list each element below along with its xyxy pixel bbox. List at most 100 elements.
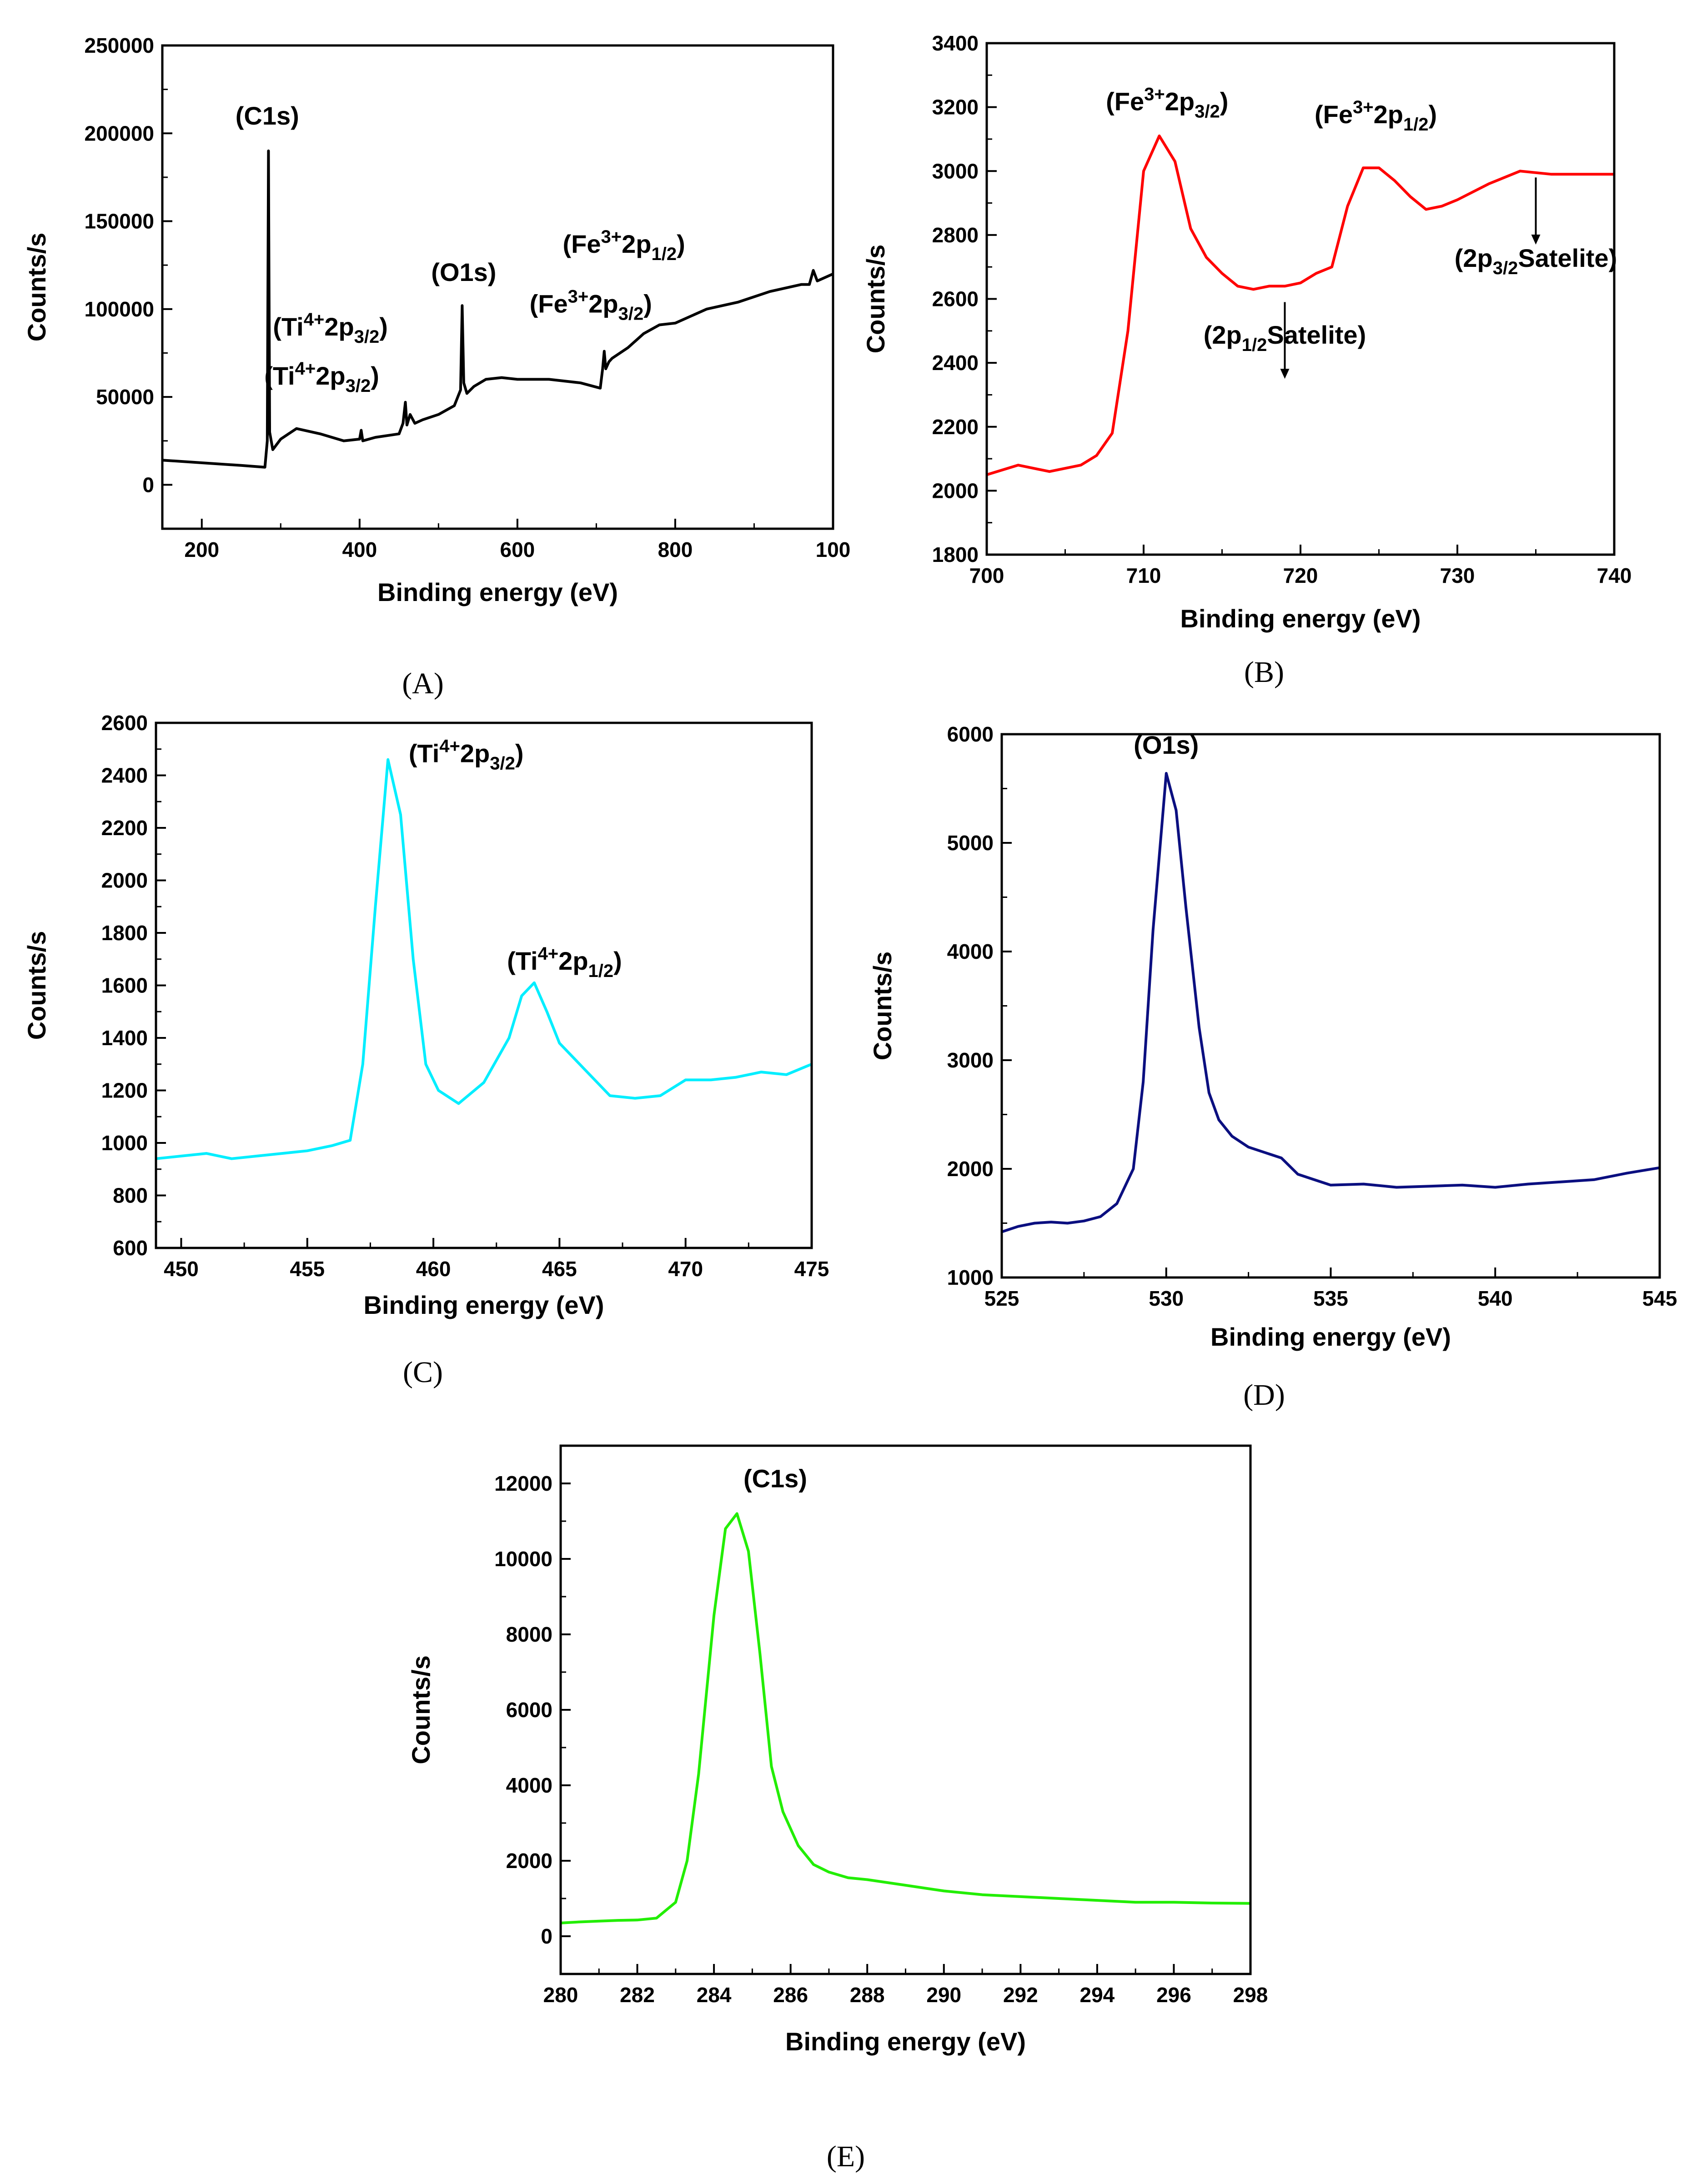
chart-panel-e: 280 282 284 286 288 290 292 294 296 298 0 2000 4000 6… (407, 1444, 1268, 2173)
series-line-a-0 (162, 149, 834, 469)
y-tick-label: 1800 (932, 543, 979, 566)
y-tick-label: 2000 (506, 1849, 552, 1873)
chart-panel-b: 700 710 720 730 740 1800 2000 2200 2400 2600 2800 3… (861, 31, 1632, 689)
peak-annotation: (O1s) (431, 258, 496, 286)
x-tick-label: 400 (342, 538, 377, 561)
x-tick-label: 282 (620, 1983, 655, 2007)
peak-annotation: (Fe3+2p1/2) (1315, 97, 1437, 135)
x-axis-title: Binding energy (eV) (1210, 1322, 1451, 1351)
x-axis-title: Binding energy (eV) (377, 578, 618, 606)
peak-annotation: (Ti4+2p3/2) (409, 736, 524, 774)
series-line-b-0 (986, 134, 1614, 476)
y-tick-label: 3400 (932, 31, 979, 55)
y-tick-label: 2600 (932, 287, 979, 311)
y-tick-label: 10000 (494, 1547, 552, 1571)
panel-label: (E) (827, 2140, 865, 2173)
x-tick-label: 460 (416, 1257, 451, 1281)
series-line-c-0 (156, 758, 813, 1160)
annotation-arrowhead (1280, 369, 1290, 379)
y-tick-label: 2400 (101, 764, 148, 787)
peak-annotation: (Ti4+2p3/2) (264, 359, 379, 396)
y-tick-label: 3200 (932, 95, 979, 119)
y-tick-label: 6000 (947, 722, 994, 746)
y-axis-title: Counts/s (22, 233, 51, 342)
peak-annotation: (2p1/2Satelite) (1204, 321, 1366, 355)
x-tick-label: 720 (1283, 564, 1318, 587)
annotation-arrowhead (1531, 234, 1541, 245)
y-tick-label: 1000 (101, 1131, 148, 1155)
y-tick-label: 2200 (101, 816, 148, 840)
y-axis-title: Counts/s (407, 1655, 435, 1764)
peak-annotation: (2p3/2Satelite) (1455, 244, 1617, 278)
x-tick-label: 290 (926, 1983, 961, 2007)
y-tick-label: 2600 (101, 711, 148, 735)
series-line-d-0 (1001, 772, 1660, 1233)
x-tick-label: 280 (543, 1983, 578, 2007)
x-tick-label: 525 (984, 1287, 1019, 1310)
x-tick-label: 292 (1003, 1983, 1038, 2007)
y-tick-label: 4000 (506, 1773, 552, 1797)
y-tick-label: 4000 (947, 940, 994, 963)
y-tick-label: 6000 (506, 1698, 552, 1722)
x-tick-label: 284 (697, 1983, 732, 2007)
y-tick-label: 100000 (85, 297, 155, 321)
y-tick-label: 2200 (932, 415, 979, 439)
x-tick-label: 710 (1126, 564, 1161, 587)
x-tick-label: 470 (668, 1257, 703, 1281)
y-tick-label: 600 (113, 1236, 148, 1260)
x-tick-label: 540 (1478, 1287, 1513, 1310)
plot-frame (1000, 733, 1661, 1279)
peak-annotation: (Fe3+2p3/2) (1106, 85, 1228, 122)
y-tick-label: 50000 (96, 385, 154, 409)
x-tick-label: 475 (794, 1257, 829, 1281)
y-tick-label: 12000 (494, 1472, 552, 1495)
x-tick-label: 296 (1156, 1983, 1191, 2007)
x-tick-label: 600 (500, 538, 535, 561)
plot-frame (985, 42, 1616, 556)
x-tick-label: 740 (1597, 564, 1632, 587)
y-tick-label: 2000 (932, 479, 979, 502)
panel-label: (A) (402, 667, 444, 700)
panel-label: (D) (1243, 1378, 1285, 1412)
y-tick-label: 2800 (932, 223, 979, 247)
peak-annotation: (Ti4+2p1/2) (507, 944, 622, 981)
y-tick-label: 150000 (85, 210, 155, 233)
peak-annotation: (C1s) (236, 101, 299, 130)
x-tick-label: 730 (1440, 564, 1475, 587)
plot-frame (559, 1444, 1252, 1975)
peak-annotation: (C1s) (743, 1464, 807, 1493)
x-tick-label: 535 (1313, 1287, 1348, 1310)
x-tick-label: 700 (969, 564, 1004, 587)
x-tick-label: 298 (1233, 1983, 1268, 2007)
y-tick-label: 1600 (101, 974, 148, 997)
plot-frame (161, 44, 834, 530)
x-tick-label: 200 (184, 538, 219, 561)
y-tick-label: 1200 (101, 1079, 148, 1102)
x-axis-title: Binding energy (eV) (364, 1291, 604, 1319)
y-tick-label: 2000 (101, 869, 148, 892)
x-tick-label: 450 (164, 1257, 199, 1281)
x-tick-label: 465 (542, 1257, 577, 1281)
y-tick-label: 3000 (947, 1048, 994, 1072)
panel-label: (C) (403, 1356, 443, 1389)
x-tick-label: 545 (1642, 1287, 1677, 1310)
y-tick-label: 0 (541, 1924, 552, 1948)
chart-panel-c: 450 455 460 465 470 475 600 800 1000 1200 1400 1600… (22, 711, 829, 1389)
y-tick-label: 1400 (101, 1026, 148, 1050)
y-tick-label: 2000 (947, 1157, 994, 1181)
peak-annotation: (O1s) (1134, 731, 1199, 759)
y-tick-label: 1000 (947, 1266, 994, 1289)
y-tick-label: 200000 (85, 121, 155, 145)
y-tick-label: 1800 (101, 921, 148, 945)
chart-panel-a: 200 400 600 800 1000500001000001500002000002… (22, 34, 850, 700)
peak-annotation: (Ti4+2p3/2) (273, 310, 388, 347)
series-line-e-0 (560, 1512, 1251, 1924)
plot-frame (155, 721, 813, 1249)
x-tick-label: 100 (816, 538, 851, 561)
y-tick-label: 3000 (932, 159, 979, 183)
peak-annotation: (Fe3+2p1/2) (563, 227, 685, 264)
x-tick-label: 288 (850, 1983, 885, 2007)
y-tick-label: 250000 (85, 34, 155, 57)
chart-panel-d: 525 530 535 540 545 1000 2000 3000 4000 5000 6000 B… (868, 722, 1677, 1412)
